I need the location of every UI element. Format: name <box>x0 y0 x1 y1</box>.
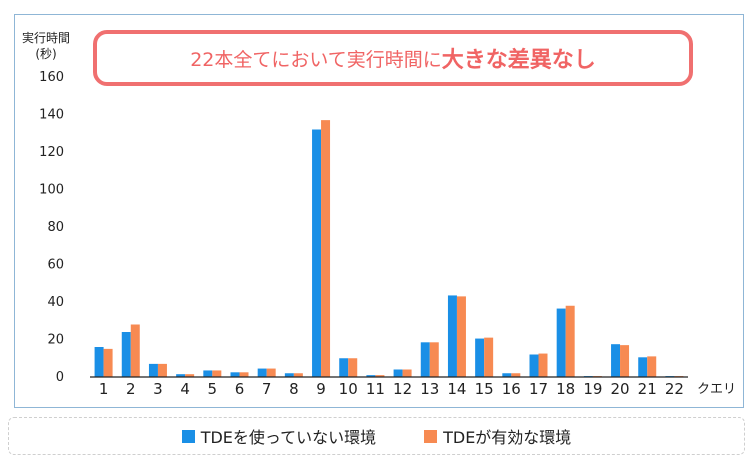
callout-text: 22本全てにおいて実行時間に <box>190 48 442 71</box>
bars <box>94 120 684 378</box>
x-tick-label: 6 <box>235 380 245 398</box>
bar-no-tde-q1 <box>94 347 104 377</box>
legend-item-tde: TDEが有効な環境 <box>424 424 571 448</box>
bar-tde-q6 <box>239 372 249 377</box>
legend-label-no-tde: TDEを使っていない環境 <box>200 428 377 447</box>
bar-tde-q4 <box>185 374 195 377</box>
x-tick-label: 19 <box>583 380 602 398</box>
legend-item-no-tde: TDEを使っていない環境 <box>181 424 377 448</box>
bar-tde-q16 <box>511 373 521 377</box>
legend-swatch-orange <box>424 429 438 443</box>
bar-tde-q13 <box>429 342 439 377</box>
x-tick-label: 9 <box>316 380 326 398</box>
x-tick-label: 16 <box>502 380 521 398</box>
x-tick-label: 2 <box>126 380 136 398</box>
x-tick-label: 8 <box>289 380 299 398</box>
x-tick-label: 4 <box>180 380 190 398</box>
bar-no-tde-q14 <box>447 295 457 377</box>
bar-tde-q10 <box>348 358 358 377</box>
x-tick-label: 17 <box>529 380 548 398</box>
bar-tde-q1 <box>103 348 113 378</box>
bar-tde-q14 <box>456 296 466 378</box>
x-tick-label: 12 <box>393 380 412 398</box>
x-tick-label: 10 <box>339 380 358 398</box>
bar-no-tde-q13 <box>420 342 430 377</box>
legend: TDEを使っていない環境 TDEが有効な環境 <box>8 417 745 455</box>
bar-no-tde-q21 <box>638 357 648 377</box>
bar-no-tde-q6 <box>230 372 240 377</box>
bar-tde-q21 <box>647 356 657 378</box>
y-tick-label: 60 <box>47 258 64 273</box>
bar-no-tde-q9 <box>312 129 322 377</box>
bar-no-tde-q4 <box>176 374 186 377</box>
x-axis-ticks: 1 2 3 4 5 6 7 8 9 10 11 12 13 14 15 16 17 18 19 20 21 22 <box>99 380 684 398</box>
bar-no-tde-q10 <box>339 358 349 377</box>
y-tick-label: 20 <box>47 333 64 348</box>
y-tick-label: 100 <box>39 183 64 198</box>
x-tick-label: 1 <box>99 380 109 398</box>
y-tick-label: 160 <box>39 70 64 85</box>
bar-no-tde-q12 <box>393 369 403 377</box>
bar-tde-q9 <box>321 120 331 378</box>
callout-emphasis: 大きな差異なし <box>441 48 596 73</box>
x-axis-label: クエリ <box>697 382 736 397</box>
y-axis-ticks: 0 20 40 60 80 100 120 140 160 <box>39 70 64 385</box>
bar-no-tde-q8 <box>284 373 294 377</box>
bar-tde-q7 <box>266 368 276 377</box>
bar-tde-q3 <box>157 363 167 378</box>
bar-no-tde-q16 <box>502 373 512 377</box>
bar-no-tde-q11 <box>366 375 376 378</box>
x-tick-label: 13 <box>420 380 439 398</box>
x-tick-label: 3 <box>153 380 163 398</box>
legend-label-tde: TDEが有効な環境 <box>443 428 572 447</box>
bar-no-tde-q3 <box>148 363 158 378</box>
legend-swatch-blue <box>181 429 195 443</box>
bar-tde-q17 <box>538 353 548 377</box>
y-tick-label: 120 <box>39 145 64 160</box>
x-tick-label: 20 <box>611 380 630 398</box>
y-tick-label: 40 <box>47 295 64 310</box>
x-tick-label: 14 <box>447 380 466 398</box>
x-tick-label: 21 <box>638 380 657 398</box>
y-tick-label: 80 <box>47 220 64 235</box>
bar-no-tde-q2 <box>121 332 131 377</box>
bar-tde-q2 <box>130 324 140 377</box>
x-tick-label: 5 <box>208 380 218 398</box>
bar-tde-q5 <box>212 370 222 377</box>
bar-tde-q18 <box>565 305 575 377</box>
x-tick-label: 15 <box>475 380 494 398</box>
x-tick-label: 18 <box>556 380 575 398</box>
x-tick-label: 22 <box>665 380 684 398</box>
bar-tde-q15 <box>484 337 494 378</box>
bar-tde-q8 <box>293 373 303 377</box>
bar-no-tde-q7 <box>257 368 267 377</box>
bar-tde-q11 <box>375 375 385 378</box>
bar-no-tde-q17 <box>529 354 539 377</box>
bar-no-tde-q20 <box>611 344 621 377</box>
bar-tde-q20 <box>620 345 630 378</box>
x-tick-label: 7 <box>262 380 272 398</box>
bar-tde-q12 <box>402 369 412 377</box>
bar-no-tde-q5 <box>203 370 213 377</box>
callout-banner: 22本全てにおいて実行時間に 大きな差異なし <box>93 30 693 86</box>
y-tick-label: 140 <box>39 108 64 123</box>
x-tick-label: 11 <box>366 380 385 398</box>
y-tick-label: 0 <box>56 370 64 385</box>
y-axis-label: 実行時間 <box>22 30 70 45</box>
bar-no-tde-q15 <box>475 338 485 377</box>
bar-no-tde-q18 <box>556 308 566 377</box>
y-axis-unit: (秒) <box>35 47 56 61</box>
